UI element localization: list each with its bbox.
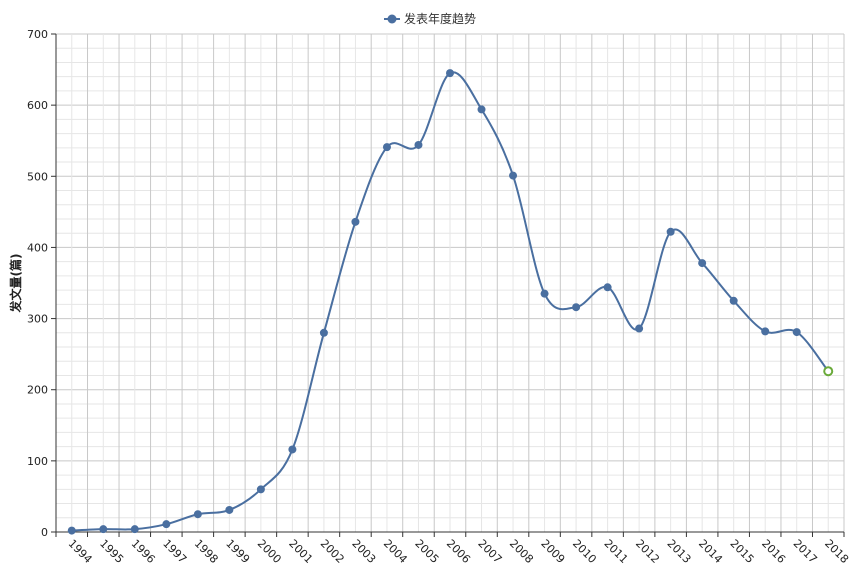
x-tick-label: 1997: [160, 537, 189, 566]
data-point: [729, 296, 738, 305]
y-tick-label: 200: [27, 384, 48, 397]
data-point: [67, 526, 76, 535]
y-tick-label: 500: [27, 170, 48, 183]
x-tick-label: 2004: [381, 537, 410, 566]
data-point: [761, 327, 770, 336]
x-tick-label: 2005: [412, 537, 441, 566]
y-axis-ticks: 0 100 200 300 400 500 600 700: [27, 28, 56, 539]
chart-legend[interactable]: 发表年度趋势: [384, 11, 476, 26]
x-tick-label: 2007: [475, 537, 504, 566]
chart-grid: [55, 33, 845, 533]
x-tick-label: 2011: [601, 537, 630, 566]
x-tick-label: 1994: [66, 537, 95, 566]
x-tick-label: 2013: [665, 537, 694, 566]
x-tick-label: 2001: [286, 537, 315, 566]
x-tick-label: 2002: [318, 537, 347, 566]
data-point: [540, 289, 549, 298]
x-tick-label: 2010: [570, 537, 599, 566]
y-tick-label: 700: [27, 28, 48, 41]
x-tick-label: 2000: [255, 537, 284, 566]
x-tick-label: 1998: [192, 537, 221, 566]
x-tick-label: 2015: [728, 537, 757, 566]
data-point: [509, 171, 518, 180]
y-tick-label: 600: [27, 99, 48, 112]
data-point: [446, 69, 454, 78]
data-point: [382, 143, 391, 152]
x-tick-label: 2014: [696, 537, 725, 566]
data-point: [603, 283, 612, 292]
x-tick-label: 1999: [223, 537, 252, 566]
data-point: [288, 445, 297, 454]
data-point: [698, 259, 707, 268]
data-point: [99, 525, 108, 534]
data-point: [635, 324, 644, 333]
y-axis-label: 发文量(篇): [8, 254, 23, 314]
x-tick-label: 2017: [791, 537, 820, 566]
data-point: [792, 328, 801, 337]
legend-entry: 发表年度趋势: [404, 11, 476, 26]
y-tick-label: 300: [27, 313, 48, 326]
chart-series: [67, 69, 834, 535]
data-point: [414, 140, 423, 149]
data-point: [319, 328, 328, 337]
x-tick-label: 2009: [538, 537, 567, 566]
data-point: [130, 525, 139, 534]
data-point: [666, 227, 675, 236]
data-point: [193, 510, 202, 519]
data-point: [572, 303, 581, 312]
x-tick-label: 2008: [507, 537, 536, 566]
x-tick-label: 2016: [759, 537, 788, 566]
x-tick-label: 2006: [444, 537, 473, 566]
x-tick-label: 1995: [97, 537, 126, 566]
y-tick-label: 0: [41, 526, 48, 539]
x-tick-label: 2018: [822, 537, 851, 566]
data-point: [225, 505, 234, 514]
x-tick-label: 1996: [129, 537, 158, 566]
y-tick-label: 100: [27, 455, 48, 468]
chart-axes: [55, 34, 844, 533]
data-point: [256, 485, 265, 494]
data-point: [162, 520, 171, 529]
data-point: [477, 105, 486, 114]
x-tick-label: 2003: [349, 537, 378, 566]
y-tick-label: 400: [27, 241, 48, 254]
data-point: [823, 366, 834, 377]
x-tick-label: 2012: [633, 537, 662, 566]
x-axis-ticks: 1994 1995 1996 1997 1998 1999 2000 2001 2002 2003…: [55, 532, 851, 566]
data-point: [351, 217, 360, 226]
legend-dot-marker: [387, 14, 397, 24]
